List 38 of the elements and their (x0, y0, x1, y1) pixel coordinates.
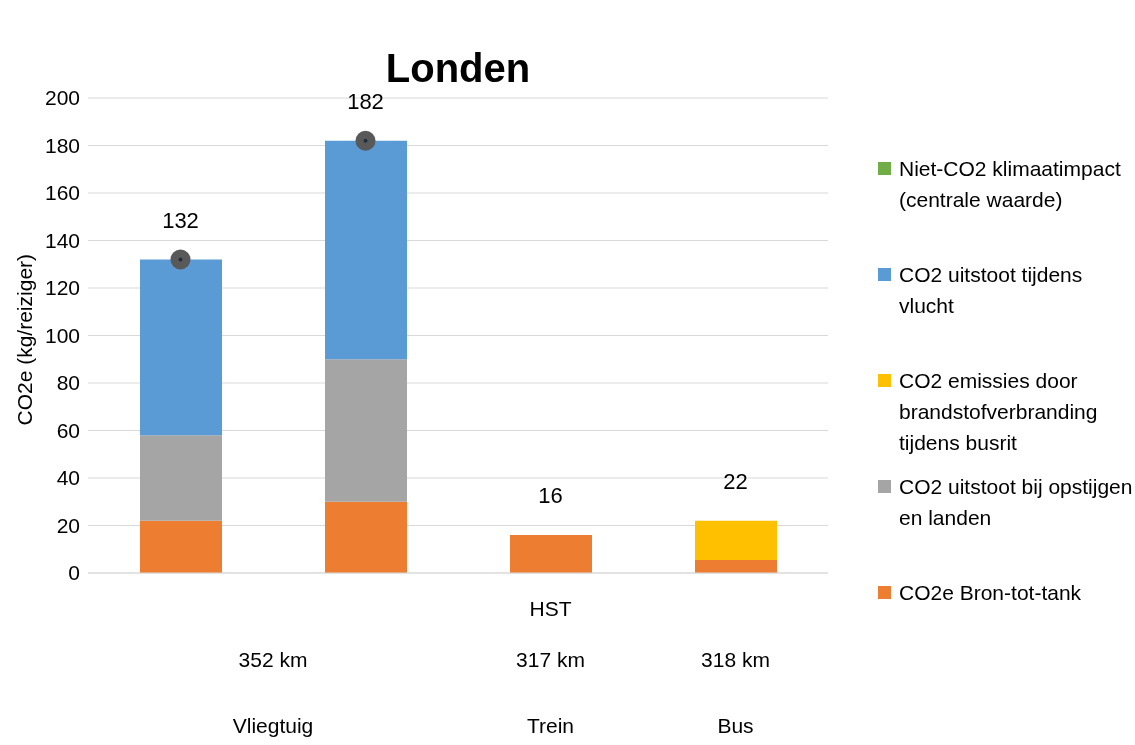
y-tick-label: 20 (56, 513, 80, 537)
y-tick-label: 80 (56, 371, 80, 395)
y-tick-label: 180 (44, 133, 80, 157)
bar (325, 140, 407, 360)
y-tick-label: 40 (56, 466, 80, 490)
text: 352 km (237, 648, 309, 672)
y-tick-label: 60 (56, 418, 80, 442)
bar (325, 359, 407, 502)
y-axis-title: CO2e (kg/reiziger) (13, 253, 37, 426)
text: Trein (525, 714, 576, 738)
legend-label: CO2 uitstoot bij opstijgen en landen (899, 474, 1134, 531)
text: 318 km (700, 648, 771, 672)
y-tick-label: 200 (44, 86, 80, 110)
y-tick-label: 140 (44, 228, 80, 252)
legend-label: CO2 emissies door brandstofverbranding tijdens busrit (899, 368, 1099, 456)
bar (325, 501, 407, 573)
bar (695, 559, 777, 573)
text: Bus (716, 714, 755, 738)
total-label: 22 (722, 468, 749, 495)
chart-title: Londen (385, 46, 531, 90)
bar (695, 520, 777, 560)
total-label: 132 (161, 207, 200, 234)
total-label: 16 (537, 483, 564, 509)
total-label: 182 (346, 88, 385, 115)
text: 317 km (515, 648, 586, 672)
y-tick-label: 160 (44, 181, 80, 205)
legend-label: CO2e Bron-tot-tank (899, 580, 1082, 606)
bar (140, 435, 222, 521)
text: Vliegtuig (231, 714, 315, 738)
legend-label: Niet-CO2 klimaatimpact (centrale waarde) (899, 156, 1122, 213)
bar (510, 535, 592, 573)
legend-label: CO2 uitstoot tijdens vlucht (899, 262, 1084, 319)
bar (140, 520, 222, 573)
y-tick-label: 120 (44, 276, 80, 300)
bar (140, 259, 222, 436)
y-tick-label: 100 (44, 323, 80, 347)
y-tick-label: 0 (68, 561, 80, 585)
x-tick-label: HST (529, 596, 572, 620)
